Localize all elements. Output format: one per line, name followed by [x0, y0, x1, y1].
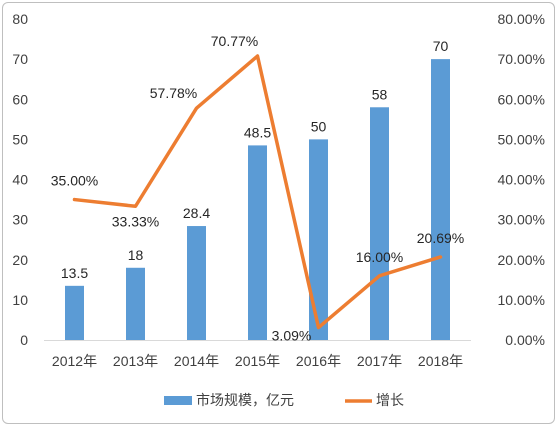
- y-left-tick-label: 50: [12, 131, 28, 147]
- line-data-label: 35.00%: [51, 173, 98, 189]
- x-tick-label: 2018年: [418, 353, 463, 369]
- line-data-label: 33.33%: [112, 213, 159, 229]
- y-left-tick-label: 40: [12, 172, 28, 188]
- legend-swatch-bar: [164, 396, 192, 405]
- bar: [248, 145, 267, 340]
- x-tick-label: 2016年: [296, 353, 341, 369]
- x-tick-label: 2017年: [357, 353, 402, 369]
- bar: [126, 267, 145, 340]
- bar-data-label: 58: [372, 86, 388, 102]
- y-right-tick-label: 80.00%: [498, 11, 545, 27]
- y-left-tick-label: 10: [12, 292, 28, 308]
- y-left-tick-label: 0: [20, 332, 28, 348]
- bar: [370, 107, 389, 341]
- bar-data-label: 28.4: [183, 205, 210, 221]
- y-right-tick-label: 30.00%: [498, 212, 545, 228]
- x-tick-label: 2012年: [52, 353, 97, 369]
- bar: [309, 139, 328, 340]
- bar-data-label: 70: [433, 38, 449, 54]
- y-left-tick-label: 70: [12, 51, 28, 67]
- bar: [187, 226, 206, 340]
- line-data-label: 20.69%: [417, 230, 464, 246]
- bar-data-label: 18: [128, 247, 144, 263]
- x-tick-label: 2014年: [174, 353, 219, 369]
- line-data-label: 3.09%: [272, 328, 312, 344]
- legend-label-bar: 市场规模，亿元: [196, 392, 294, 408]
- bar-data-label: 50: [311, 118, 327, 134]
- growth-line: [72, 54, 443, 330]
- y-right-tick-label: 50.00%: [498, 131, 545, 147]
- x-tick-label: 2015年: [235, 353, 280, 369]
- y-right-tick-label: 70.00%: [498, 51, 545, 67]
- y-left-tick-label: 80: [12, 11, 28, 27]
- line-data-label: 70.77%: [211, 33, 258, 49]
- line-data-label: 57.78%: [150, 85, 197, 101]
- y-left-tick-label: 60: [12, 91, 28, 107]
- bar: [431, 59, 450, 340]
- bar-data-label: 48.5: [244, 124, 271, 140]
- y-left-tick-label: 30: [12, 212, 28, 228]
- y-left-tick-label: 20: [12, 252, 28, 268]
- legend-label-line: 增长: [376, 392, 404, 408]
- y-right-tick-label: 20.00%: [498, 252, 545, 268]
- y-right-tick-label: 60.00%: [498, 91, 545, 107]
- chart-frame: [2, 2, 555, 424]
- y-right-tick-label: 40.00%: [498, 172, 545, 188]
- y-right-tick-label: 0.00%: [505, 332, 545, 348]
- bar-data-label: 13.5: [61, 265, 88, 281]
- x-tick-label: 2013年: [113, 353, 158, 369]
- bar: [65, 285, 84, 340]
- line-data-label: 16.00%: [356, 249, 403, 265]
- y-right-tick-label: 10.00%: [498, 292, 545, 308]
